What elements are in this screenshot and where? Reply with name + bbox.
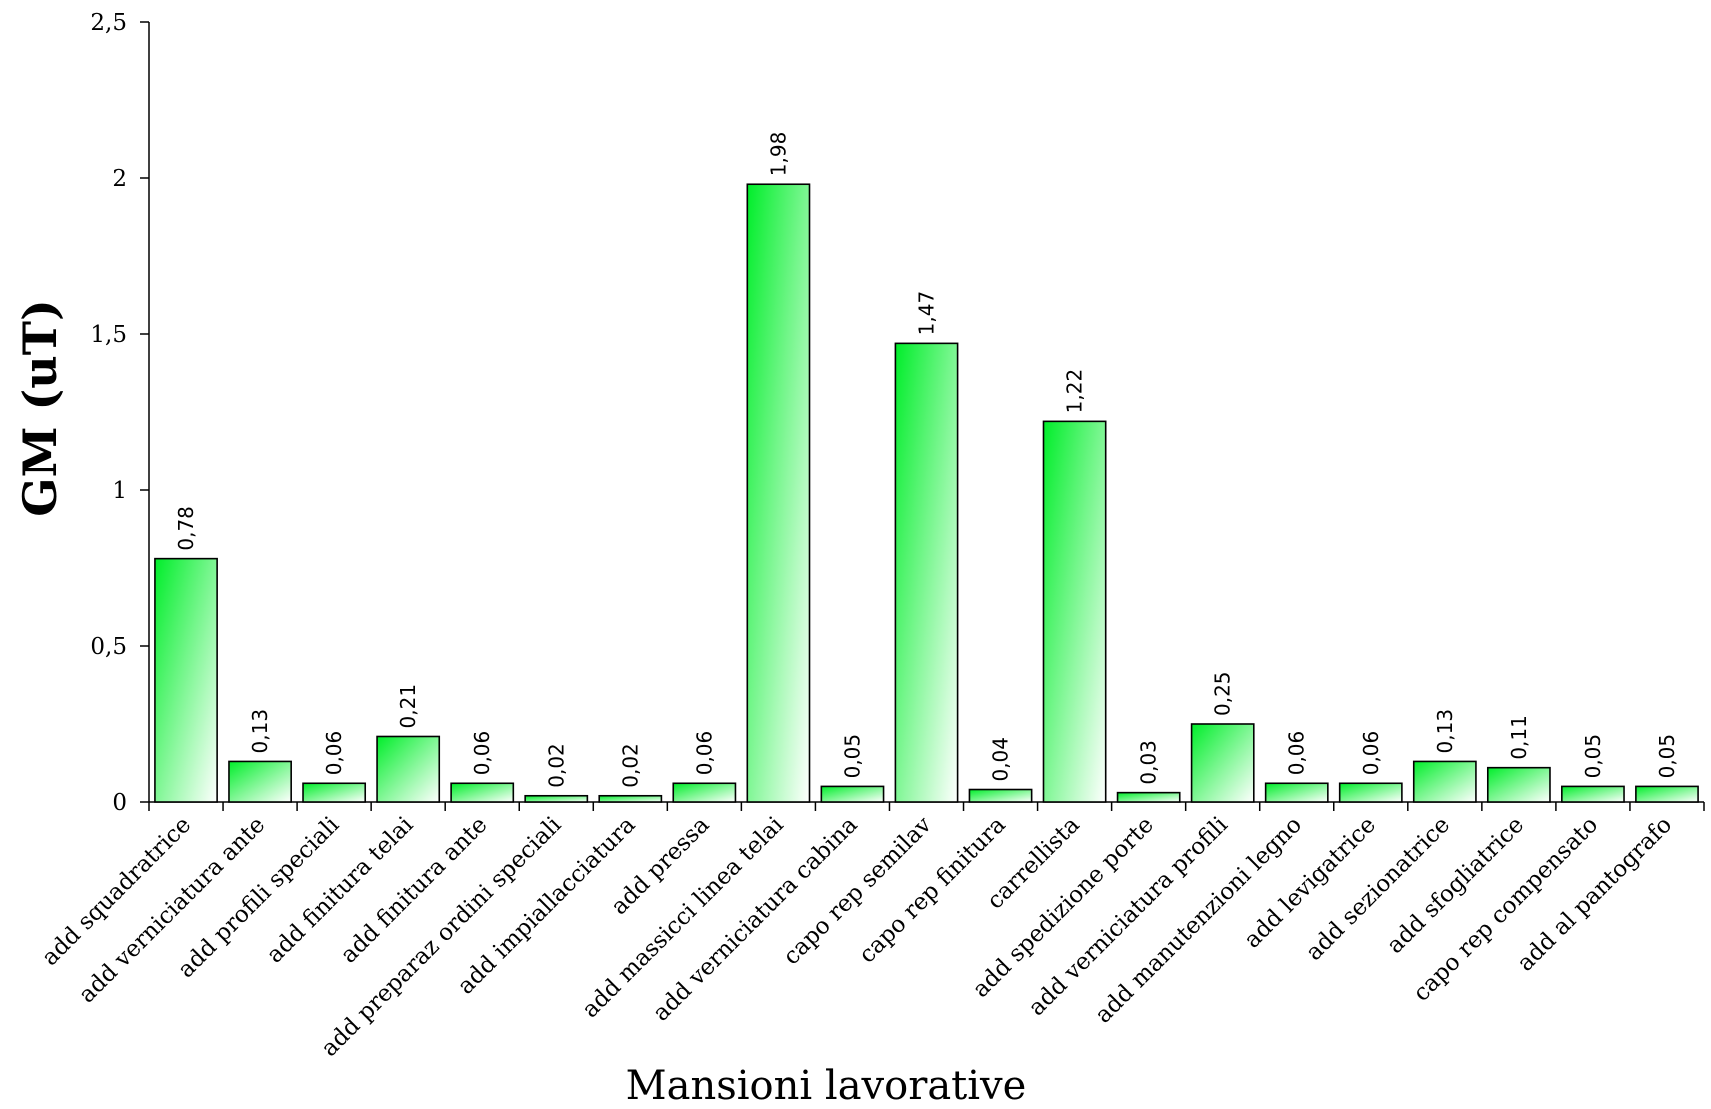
bar — [746, 183, 811, 803]
bar — [1264, 782, 1329, 803]
data-label: 1,22 — [1063, 369, 1087, 414]
bar — [376, 735, 441, 803]
data-label: 0,13 — [1433, 709, 1457, 754]
data-label: 0,06 — [1285, 731, 1309, 776]
y-tick-label: 0,5 — [90, 634, 127, 660]
bar — [672, 782, 737, 803]
y-axis: 0 0,5 1 1,5 2 2,5 — [90, 10, 150, 816]
x-axis-title: Mansioni lavorative — [626, 1063, 1027, 1109]
bar — [820, 785, 885, 803]
bar — [1561, 785, 1625, 803]
bar — [1338, 782, 1403, 803]
bar — [228, 760, 292, 803]
bar — [154, 557, 218, 803]
data-label: 0,13 — [248, 709, 272, 754]
bar — [1116, 791, 1181, 803]
data-label: 1,47 — [915, 291, 939, 336]
data-label: 0,04 — [989, 737, 1013, 782]
y-tick-label: 2,5 — [90, 10, 127, 36]
x-axis — [148, 801, 1705, 811]
data-label: 0,05 — [840, 734, 864, 779]
bar — [524, 794, 589, 803]
y-tick-label: 1,5 — [90, 322, 127, 348]
data-label: 0,78 — [174, 506, 198, 551]
data-label: 0,03 — [1137, 740, 1161, 785]
data-label: 0,21 — [396, 684, 420, 729]
y-axis-title: GM (uT) — [13, 299, 67, 516]
data-label: 0,05 — [1655, 734, 1679, 779]
bar — [968, 788, 1033, 803]
data-label: 1,98 — [766, 132, 790, 177]
y-tick-label: 0 — [112, 790, 127, 816]
data-label: 0,25 — [1211, 671, 1235, 716]
data-label: 0,05 — [1581, 734, 1605, 779]
bar — [1190, 723, 1255, 803]
bar — [1042, 420, 1107, 803]
data-labels: 0,78 0,13 0,06 0,21 0,06 0,02 0,02 0,06 1,98 0,05… — [174, 132, 1679, 788]
data-label: 0,11 — [1507, 715, 1531, 760]
bar — [1635, 785, 1699, 803]
data-label: 0,06 — [470, 731, 494, 776]
bar — [1486, 766, 1551, 803]
bar — [894, 342, 959, 803]
bars — [154, 183, 1699, 803]
y-tick-label: 2 — [112, 166, 127, 192]
category-label: add sfogliatrice — [1382, 812, 1529, 959]
y-tick-label: 1 — [112, 478, 127, 504]
bar — [302, 782, 367, 803]
category-label: add levigatrice — [1239, 812, 1381, 954]
category-label: add sezionatrice — [1301, 812, 1455, 966]
data-label: 0,06 — [322, 731, 346, 776]
data-label: 0,02 — [618, 743, 642, 788]
data-label: 0,02 — [544, 743, 568, 788]
bar — [1412, 760, 1477, 803]
bar — [598, 794, 663, 803]
bar — [450, 782, 515, 803]
data-label: 0,06 — [1359, 731, 1383, 776]
data-label: 0,06 — [692, 731, 716, 776]
